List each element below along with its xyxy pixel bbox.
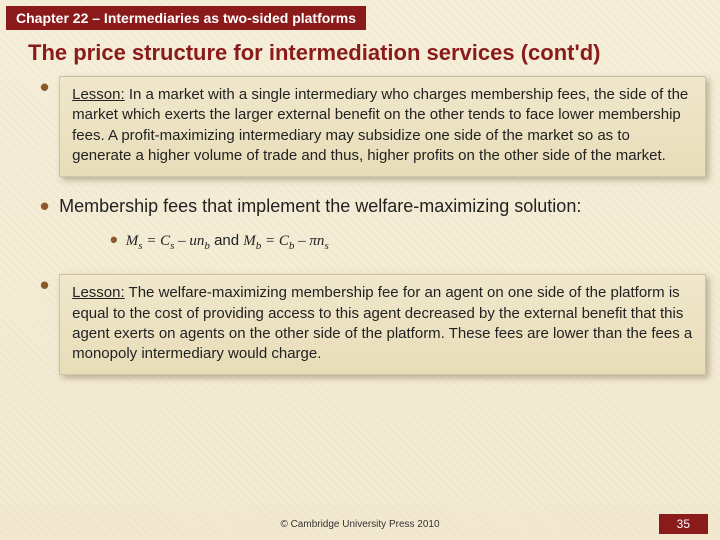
- lesson-box-1: Lesson: In a market with a single interm…: [59, 76, 706, 177]
- copyright: © Cambridge University Press 2010: [0, 519, 720, 530]
- bullet-dot-icon: •: [40, 78, 49, 177]
- bullet-2: • Membership fees that implement the wel…: [40, 195, 706, 218]
- formula-part: – un: [174, 233, 204, 249]
- formula-and: and: [210, 232, 243, 249]
- lesson-text: In a market with a single intermediary w…: [72, 86, 688, 164]
- formula-part: M: [243, 233, 256, 249]
- sub-bullet: • Ms = Cs – unb and Mb = Cb – πns: [110, 232, 706, 252]
- lesson-label: Lesson:: [72, 284, 125, 301]
- content-area: • Lesson: In a market with a single inte…: [0, 76, 720, 375]
- page-title: The price structure for intermediation s…: [28, 40, 720, 66]
- formula-part: = C: [142, 233, 170, 249]
- bullet-3: • Lesson: The welfare-maximizing members…: [40, 274, 706, 375]
- bullet-dot-icon: •: [110, 232, 118, 252]
- formula-sub: s: [324, 240, 328, 252]
- lesson-text: The welfare-maximizing membership fee fo…: [72, 284, 692, 362]
- bullet-dot-icon: •: [40, 276, 49, 375]
- formula-part: M: [126, 233, 139, 249]
- formula-part: = C: [261, 233, 289, 249]
- bullet-1: • Lesson: In a market with a single inte…: [40, 76, 706, 177]
- formula: Ms = Cs – unb and Mb = Cb – πns: [126, 232, 329, 252]
- chapter-bar: Chapter 22 – Intermediaries as two-sided…: [6, 6, 366, 30]
- page-number: 35: [659, 514, 708, 534]
- lesson-box-2: Lesson: The welfare-maximizing membershi…: [59, 274, 706, 375]
- formula-part: – πn: [294, 233, 324, 249]
- bullet-dot-icon: •: [40, 197, 49, 218]
- lesson-label: Lesson:: [72, 86, 125, 103]
- bullet-2-text: Membership fees that implement the welfa…: [59, 195, 706, 218]
